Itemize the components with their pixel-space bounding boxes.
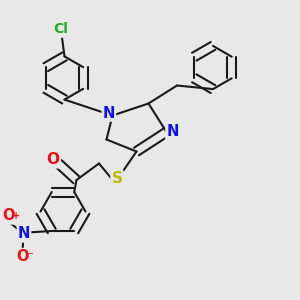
Text: +: + xyxy=(11,211,20,221)
Text: Cl: Cl xyxy=(53,22,68,36)
Text: N: N xyxy=(103,106,115,121)
Text: N: N xyxy=(18,226,30,242)
Text: ⁻: ⁻ xyxy=(27,251,33,262)
Text: N: N xyxy=(166,124,179,139)
Text: O: O xyxy=(2,208,14,224)
Text: O: O xyxy=(46,152,60,167)
Text: S: S xyxy=(112,171,122,186)
Text: O: O xyxy=(16,249,29,264)
